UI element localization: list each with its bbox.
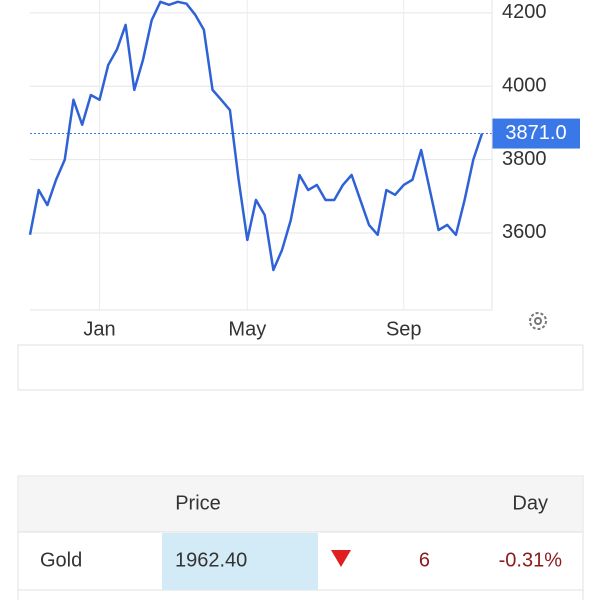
price-highlight — [162, 533, 318, 590]
settings-icon[interactable] — [529, 312, 547, 330]
y-tick-label: 3800 — [502, 148, 547, 170]
row-name: Gold — [40, 549, 82, 571]
x-tick-label: Sep — [386, 318, 422, 340]
header-day: Day — [512, 492, 548, 514]
table-header — [19, 477, 582, 532]
plot: 3600380040004200JanMaySep3871.01D1W1M6M1… — [28, 0, 580, 389]
row-price: 1962.40 — [175, 549, 247, 571]
current-price-label: 3871.0 — [505, 122, 566, 144]
y-tick-label: 4000 — [502, 74, 547, 96]
gear — [529, 312, 547, 330]
down-arrow — [331, 550, 351, 567]
header-price: Price — [175, 492, 221, 514]
current-price-box — [492, 118, 580, 149]
x-tick-label: May — [228, 318, 266, 340]
price-line — [28, 0, 484, 272]
range-bar — [17, 344, 584, 391]
x-tick-label: Jan — [83, 318, 115, 340]
y-tick-label: 3600 — [502, 221, 547, 243]
row-percent: -0.31% — [499, 549, 563, 571]
row-change: 6 — [419, 549, 430, 571]
gear-hole — [534, 317, 542, 325]
y-tick-label: 4200 — [502, 1, 547, 23]
